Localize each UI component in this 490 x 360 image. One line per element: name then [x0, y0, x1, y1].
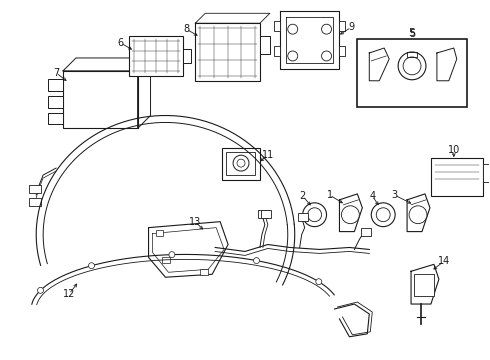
Bar [357, 39, 467, 107]
Circle shape [342, 206, 359, 224]
Text: 9: 9 [348, 22, 354, 32]
Bar [260, 36, 270, 54]
Text: 13: 13 [189, 217, 201, 227]
Text: 12: 12 [63, 289, 75, 299]
Circle shape [89, 263, 95, 269]
Bar [29, 185, 41, 193]
Bar [63, 71, 138, 129]
Bar [274, 46, 280, 56]
Circle shape [288, 24, 298, 34]
Bar [183, 49, 191, 63]
Bar [414, 274, 434, 296]
Text: 2: 2 [299, 191, 306, 201]
Bar [129, 36, 183, 76]
Circle shape [403, 57, 421, 75]
Text: 14: 14 [438, 256, 450, 266]
Bar [196, 23, 260, 81]
Bar [258, 210, 268, 218]
Bar [483, 164, 489, 182]
Circle shape [316, 279, 322, 285]
Bar [340, 46, 345, 56]
Bar [200, 269, 208, 275]
Text: 3: 3 [391, 190, 397, 200]
Bar [274, 21, 280, 31]
Bar [298, 213, 308, 221]
Bar [361, 228, 371, 235]
Text: 11: 11 [262, 150, 274, 160]
Circle shape [288, 51, 298, 61]
Text: 7: 7 [53, 68, 59, 78]
Circle shape [398, 52, 426, 80]
Text: 10: 10 [448, 145, 460, 155]
Bar [48, 79, 63, 91]
Bar [226, 152, 255, 175]
Text: 6: 6 [118, 38, 124, 48]
Bar [48, 96, 63, 108]
Circle shape [321, 24, 332, 34]
Circle shape [303, 203, 326, 227]
Circle shape [409, 206, 427, 224]
Text: 4: 4 [369, 191, 375, 201]
Bar [261, 210, 271, 218]
Bar [431, 158, 483, 196]
Circle shape [371, 203, 395, 227]
Text: 5: 5 [409, 28, 416, 38]
Circle shape [169, 252, 175, 258]
Circle shape [376, 208, 390, 222]
Text: 8: 8 [183, 24, 190, 34]
Bar [222, 148, 260, 180]
Circle shape [38, 287, 44, 293]
Circle shape [308, 208, 321, 222]
Circle shape [233, 155, 249, 171]
Bar [29, 198, 41, 206]
Circle shape [253, 258, 260, 264]
Circle shape [321, 51, 332, 61]
Bar [155, 230, 164, 235]
Text: 5: 5 [409, 29, 415, 39]
Text: 1: 1 [326, 190, 333, 200]
Circle shape [237, 159, 245, 167]
Bar [163, 257, 171, 264]
Bar [48, 113, 63, 125]
Bar [340, 21, 345, 31]
